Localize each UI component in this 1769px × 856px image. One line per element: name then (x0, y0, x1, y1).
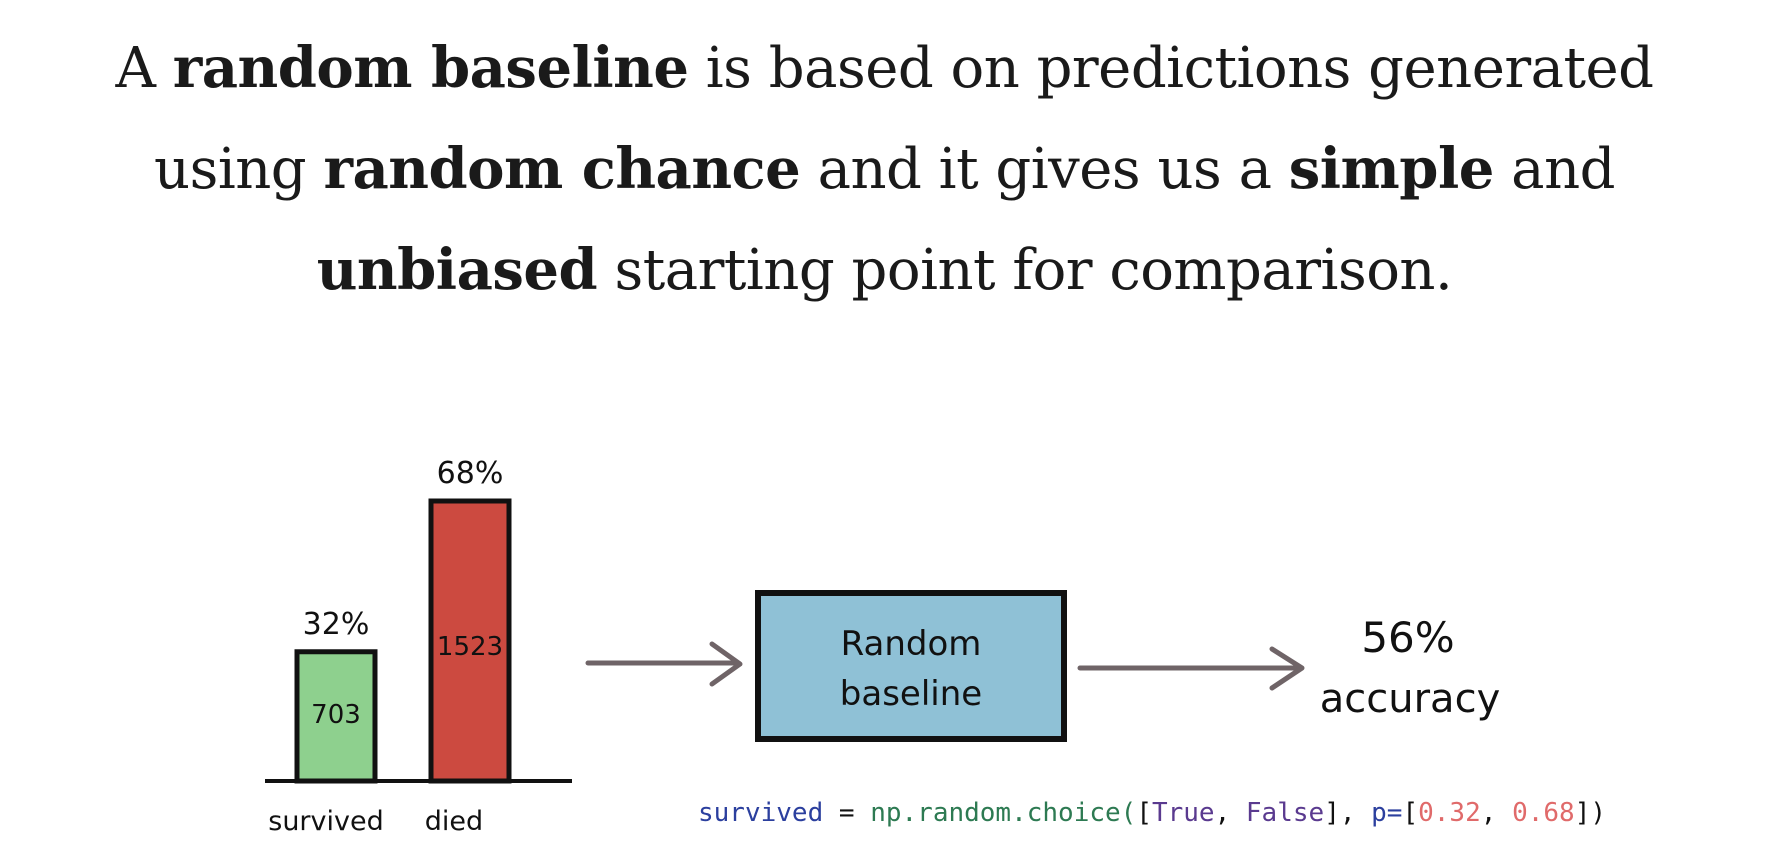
code-comma: , (1214, 798, 1246, 828)
accuracy-value: 56% (1361, 613, 1454, 662)
bar-survived (294, 649, 378, 784)
headline: A random baseline is based on prediction… (0, 18, 1769, 321)
box-rect (755, 590, 1067, 742)
headline-line-1: A random baseline is based on prediction… (0, 18, 1769, 119)
box-label-line-1: Random (841, 624, 982, 664)
code-bracket: [ (1136, 798, 1152, 828)
accuracy-result: 56% accuracy (1320, 613, 1500, 722)
code-prob-died: 0.68 (1512, 798, 1575, 828)
box-label-line-2: baseline (840, 674, 982, 714)
code-variable: survived (698, 798, 824, 828)
accuracy-label: accuracy (1320, 676, 1500, 722)
headline-text: and (1493, 137, 1615, 202)
code-bracket: [ (1402, 798, 1419, 828)
headline-text: and it gives us a (800, 137, 1289, 202)
random-baseline-box: Random baseline (755, 590, 1067, 742)
headline-bold-simple: simple (1288, 136, 1495, 202)
code-false: False (1245, 798, 1325, 828)
bar-died (428, 498, 512, 784)
category-label-died: died (425, 806, 483, 837)
headline-text: A (115, 36, 173, 101)
bar-value-label-survived: 703 (311, 700, 361, 730)
code-true: True (1151, 798, 1215, 828)
bar-percent-label-survived: 32% (303, 607, 370, 642)
code-p-param: p= (1371, 798, 1403, 828)
category-label-survived: survived (268, 806, 384, 837)
code-bracket: ], (1324, 798, 1372, 828)
headline-line-2: using random chance and it gives us a si… (0, 119, 1769, 220)
code-bracket: ]) (1574, 798, 1606, 828)
code-equals: = (823, 798, 871, 828)
headline-bold-unbiased: unbiased (316, 237, 598, 303)
code-prob-survived: 0.32 (1418, 798, 1481, 828)
headline-bold-random-baseline: random baseline (172, 35, 689, 101)
bar-value-label-died: 1523 (437, 632, 503, 662)
code-function: np.random.choice( (870, 798, 1137, 828)
headline-text: is based on predictions generated (688, 36, 1654, 101)
code-comma: , (1480, 798, 1513, 828)
bar-chart: 703 32% survived 1523 68% died (265, 456, 572, 837)
headline-text: starting point for comparison. (597, 238, 1453, 303)
headline-text: using (154, 137, 324, 202)
headline-line-3: unbiased starting point for comparison. (0, 220, 1769, 321)
arrow-box-to-result (1077, 646, 1305, 691)
bar-percent-label-died: 68% (437, 456, 504, 491)
headline-bold-random-chance: random chance (323, 136, 801, 202)
arrow-chart-to-box (585, 641, 743, 687)
code-line: survived = np.random.choice([True, False… (698, 798, 1606, 828)
